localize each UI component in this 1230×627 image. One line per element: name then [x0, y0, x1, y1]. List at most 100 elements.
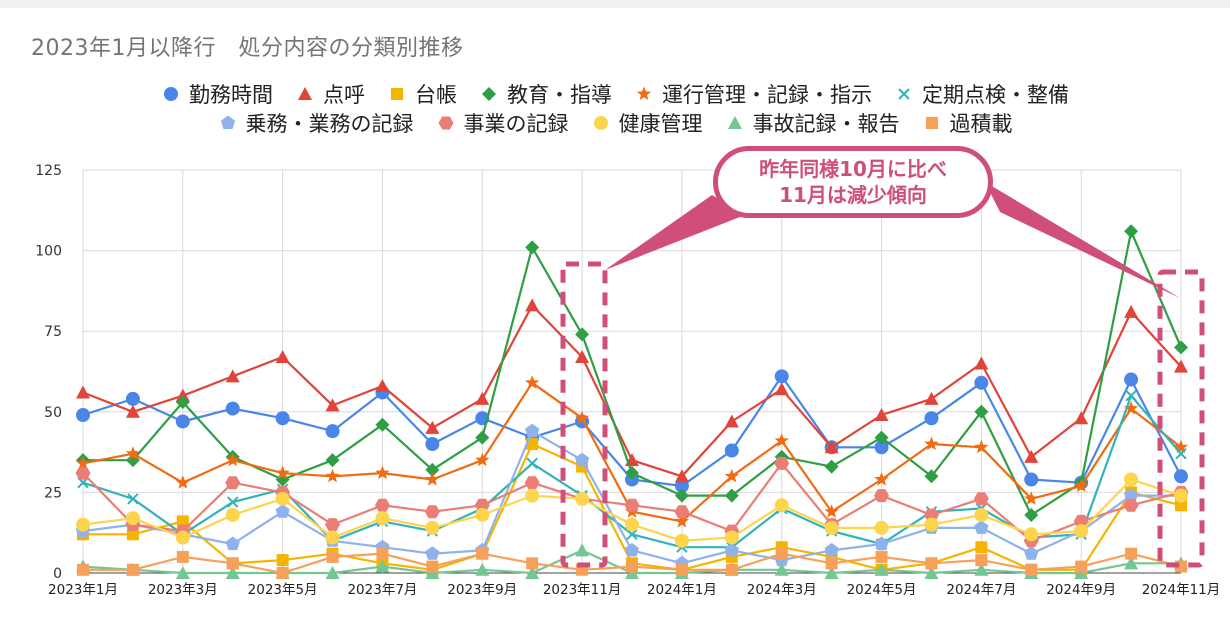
data-point — [375, 498, 390, 512]
data-point — [625, 517, 639, 532]
data-point — [874, 536, 889, 551]
legend-marker — [593, 116, 608, 130]
data-point — [275, 491, 290, 506]
data-point — [325, 530, 340, 545]
data-point — [375, 379, 390, 393]
y-tick-label: 0 — [53, 566, 62, 582]
data-point — [376, 547, 389, 560]
y-tick-label: 50 — [44, 405, 62, 421]
legend-label: 事故記録・報告 — [752, 112, 900, 136]
data-point — [1024, 472, 1039, 487]
data-point — [1124, 472, 1139, 487]
data-point — [175, 414, 190, 429]
data-point — [225, 507, 240, 522]
legend-marker — [925, 117, 938, 129]
top-border — [0, 0, 1230, 8]
legend-marker-icon — [164, 87, 178, 101]
data-point — [725, 563, 738, 576]
data-point — [1024, 507, 1039, 522]
data-point — [874, 430, 889, 445]
data-point — [525, 566, 540, 579]
data-point — [225, 452, 240, 467]
data-point — [1124, 224, 1139, 239]
data-point — [225, 369, 240, 383]
data-point — [1024, 527, 1039, 542]
data-point — [276, 567, 289, 579]
data-point — [875, 550, 888, 563]
data-point — [575, 410, 590, 425]
data-point — [227, 496, 239, 508]
data-point — [774, 562, 789, 576]
data-point — [974, 520, 989, 534]
data-point — [1173, 439, 1189, 454]
data-point — [724, 542, 739, 557]
data-point — [774, 433, 789, 447]
data-point — [175, 530, 190, 545]
data-point — [924, 469, 939, 484]
legend-label: 台帳 — [415, 83, 457, 107]
data-point — [924, 391, 939, 405]
data-point — [175, 566, 190, 579]
data-point — [973, 492, 989, 506]
data-point — [674, 513, 689, 528]
data-point — [375, 465, 390, 480]
data-point — [75, 455, 91, 470]
data-point — [526, 457, 538, 470]
data-point — [1174, 469, 1188, 484]
data-point — [825, 557, 838, 570]
legend-marker-icon — [593, 116, 608, 130]
data-point — [125, 404, 140, 418]
data-point — [674, 488, 689, 503]
data-point — [175, 475, 190, 489]
data-point — [526, 557, 539, 570]
data-point — [375, 511, 390, 526]
data-point — [675, 563, 688, 576]
data-point — [924, 566, 939, 579]
data-point — [525, 375, 540, 389]
data-point — [1174, 340, 1188, 355]
data-point — [874, 440, 889, 455]
data-point — [525, 423, 540, 438]
data-point — [1074, 524, 1089, 539]
data-point — [1123, 498, 1139, 512]
data-point — [575, 349, 590, 363]
data-point — [626, 528, 638, 541]
legend-item: 事故記録・報告 — [725, 108, 900, 138]
callout-box: 昨年同様10月に比べ 11月は減少傾向 — [713, 146, 993, 218]
data-point — [424, 505, 440, 519]
data-point — [525, 240, 540, 255]
data-point — [375, 559, 390, 573]
data-point — [774, 498, 789, 513]
data-point — [275, 349, 290, 363]
legend-label: 勤務時間 — [189, 83, 273, 107]
data-point — [775, 547, 788, 560]
data-point — [724, 414, 739, 428]
data-point — [176, 550, 189, 563]
data-point — [624, 542, 640, 557]
x-tick-label: 2023年9月 — [447, 582, 517, 598]
data-point — [674, 469, 689, 483]
legend-marker-icon — [438, 116, 453, 130]
legend-item: 運行管理・記録・指示 — [634, 79, 872, 109]
legend-label: 点呼 — [323, 83, 365, 107]
data-point — [1073, 514, 1089, 528]
data-point — [75, 466, 91, 480]
data-point — [475, 507, 490, 522]
data-point — [125, 446, 140, 460]
callout-pointer-right — [985, 182, 1180, 298]
x-tick-label: 2024年7月 — [946, 582, 1016, 598]
data-point — [724, 443, 739, 458]
data-point — [724, 488, 739, 503]
legend-item: 過積載 — [922, 108, 1013, 138]
legend-label: 乗務・業務の記録 — [245, 112, 414, 136]
data-point — [476, 547, 489, 560]
data-point — [475, 452, 490, 467]
x-tick-label: 2024年9月 — [1046, 582, 1116, 598]
legend-item: 教育・指導 — [479, 79, 612, 109]
data-point — [1124, 304, 1139, 318]
data-point — [425, 462, 440, 477]
data-point — [525, 488, 540, 503]
legend-marker-icon — [898, 88, 910, 100]
data-point — [774, 382, 789, 396]
data-point — [425, 437, 440, 452]
